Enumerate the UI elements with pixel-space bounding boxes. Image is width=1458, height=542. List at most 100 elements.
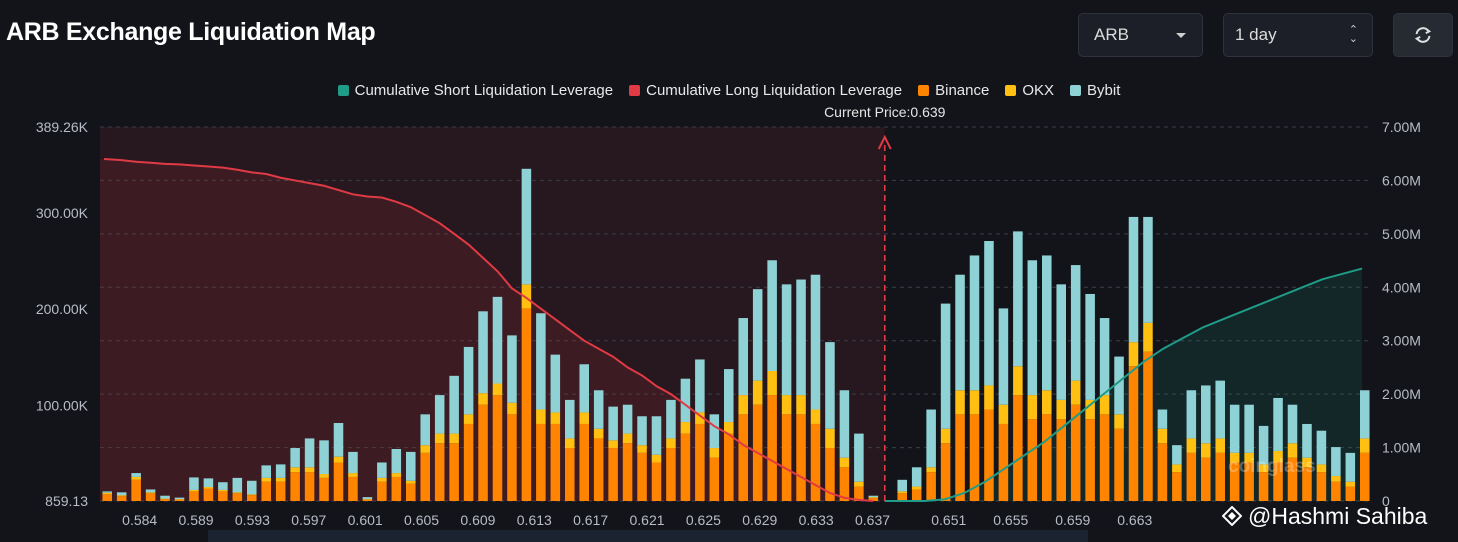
y-right-tick: 1.00M [1382,440,1421,456]
refresh-button[interactable] [1393,13,1453,57]
bar-binance [695,423,705,501]
bar-binance [261,481,271,501]
bar-binance [492,395,503,501]
bar-okx [781,395,792,415]
bar-okx [593,428,604,439]
bar-bybit [796,279,806,396]
bar-bybit [116,492,127,496]
legend-short[interactable]: Cumulative Short Liquidation Leverage [337,82,613,99]
bar-okx [984,385,994,410]
bar-okx [767,371,777,396]
x-tick-label: 0.663 [1117,512,1152,528]
legend-long[interactable]: Cumulative Long Liquidation Leverage [629,82,902,99]
bar-okx [1360,438,1370,453]
long-cumulative-line [103,158,874,502]
bar-okx [1056,399,1066,420]
bar-bybit [1099,318,1110,396]
bar-bybit [1157,409,1168,429]
bar-okx [1331,475,1341,482]
bar-bybit [969,255,980,391]
bar-okx [1070,380,1081,405]
bar-okx [825,428,835,449]
bar-bybit [608,406,618,441]
legend-binance[interactable]: Binance [918,82,989,99]
author-watermark: @Hashmi Sahiba [1222,503,1427,530]
bar-bybit [1316,430,1327,465]
bar-okx [174,499,185,500]
bar-binance [1215,452,1225,501]
bar-binance [218,491,228,501]
x-tick-label: 0.629 [742,512,777,528]
bar-bybit [449,375,459,434]
legend-okx[interactable]: OKX [1005,82,1054,99]
bar-okx [1042,390,1052,415]
bar-binance [391,476,402,501]
bar-binance [1331,481,1341,501]
y-right-tick: 6.00M [1382,172,1421,188]
symbol-select[interactable]: ARB [1078,13,1203,57]
bar-binance [622,443,633,501]
bar-okx [955,390,965,415]
x-tick-label: 0.621 [630,512,665,528]
bar-bybit [1186,390,1197,439]
bar-okx [218,489,228,492]
bar-okx [160,498,170,500]
bar-okx [926,467,936,473]
y-right-tick: 0 [1382,493,1390,509]
bar-binance [174,499,185,501]
bar-okx [1215,438,1225,453]
y-left-tick: 300.00K [36,205,89,221]
bar-binance [420,452,430,501]
bar-binance [926,472,936,501]
bar-bybit [521,168,532,285]
bar-bybit [1273,397,1283,451]
bar-bybit [1229,404,1240,453]
bar-bybit [651,416,662,455]
bar-bybit [767,260,777,372]
bar-binance [232,493,243,501]
bar-binance [1143,351,1153,501]
short-cumulative-line [884,267,1363,502]
bar-bybit [781,284,792,396]
bar-bybit [189,477,199,490]
bar-okx [333,456,344,463]
bar-bybit [579,364,589,413]
bar-binance [145,493,156,501]
bar-binance [116,496,127,501]
time-range-select[interactable]: 1 day ⌃ ⌄ [1223,13,1373,57]
bar-bybit [463,346,474,415]
up-down-chevron-icon: ⌃ ⌄ [1348,24,1358,45]
bar-bybit [1128,216,1139,343]
bar-okx [261,477,271,482]
bar-okx [1258,464,1269,473]
bar-binance [593,438,604,501]
bar-binance [275,481,286,501]
bar-okx [550,412,561,424]
bar-okx [969,390,980,415]
x-tick-label: 0.637 [855,512,890,528]
bar-okx [463,414,474,424]
bar-bybit [333,423,344,457]
bar-binance [463,423,474,501]
bar-bybit [1345,452,1356,482]
bar-okx [507,402,517,415]
bar-okx [391,473,402,477]
legend-bybit[interactable]: Bybit [1070,82,1120,99]
bar-okx [1157,428,1168,444]
bar-binance [160,499,170,501]
bar-bybit [174,497,185,500]
bar-okx [911,486,922,490]
legend-swatch-short [337,85,349,96]
bar-bybit [131,473,141,477]
bar-binance [189,491,199,501]
bar-binance [565,448,575,501]
bar-bybit [492,296,503,384]
bar-bybit [695,359,705,413]
bar-okx [1186,438,1197,453]
bar-binance [1085,419,1095,501]
bar-binance [434,443,445,501]
author-handle: @Hashmi Sahiba [1248,503,1428,529]
bar-bybit [232,477,243,493]
bar-okx [1273,450,1283,463]
